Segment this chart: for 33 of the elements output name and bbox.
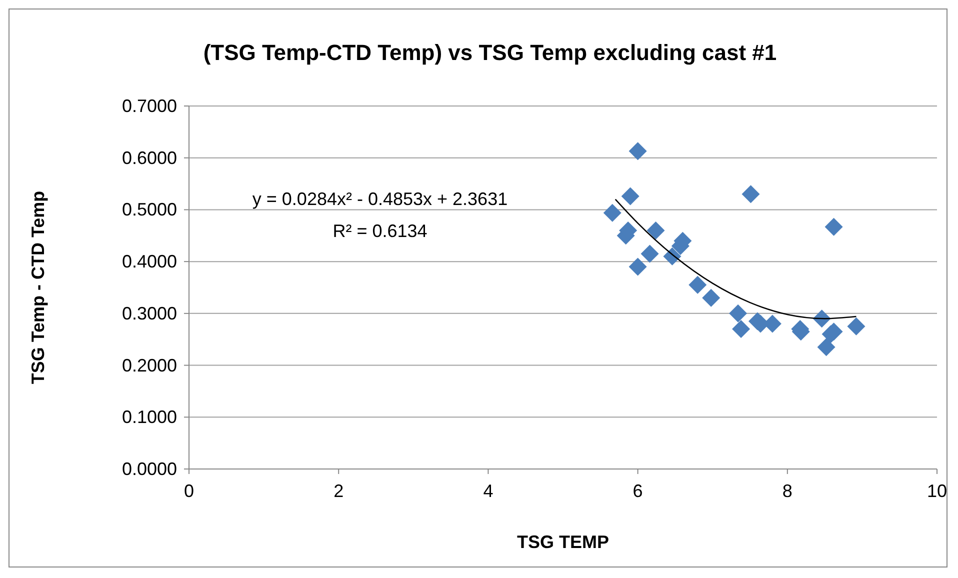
x-tick-label: 2 xyxy=(334,481,344,501)
x-tick-label: 6 xyxy=(632,481,643,501)
point xyxy=(621,187,640,206)
point xyxy=(702,288,720,307)
point xyxy=(824,218,843,236)
chart-title: (TSG Temp-CTD Temp) vs TSG Temp excluding cast #1 xyxy=(203,40,777,65)
point xyxy=(847,317,866,336)
point xyxy=(688,276,707,294)
x-tick-label: 8 xyxy=(782,481,792,501)
point xyxy=(640,244,659,263)
y-tick-label: 0.6000 xyxy=(122,148,177,168)
y-tick-label: 0.7000 xyxy=(122,96,177,116)
y-tick-label: 0.0000 xyxy=(122,459,177,479)
point xyxy=(646,221,665,240)
point xyxy=(628,142,647,160)
point xyxy=(729,304,748,322)
annotation: y = 0.0284x² - 0.4853x + 2.3631 xyxy=(252,189,508,209)
x-tick-label: 0 xyxy=(184,481,194,501)
y-tick-label: 0.1000 xyxy=(122,407,177,428)
x-tick-label: 10 xyxy=(926,481,948,501)
y-tick-label: 0.4000 xyxy=(122,252,177,272)
y-tick-label: 0.3000 xyxy=(122,303,177,324)
point xyxy=(603,204,622,222)
point xyxy=(628,258,647,276)
x-tick-label: 4 xyxy=(483,481,494,501)
x-axis-title: TSG TEMP xyxy=(516,532,610,552)
annotation: R² = 0.6134 xyxy=(332,221,428,241)
y-axis-title: TSG Temp - CTD Temp xyxy=(28,190,48,384)
point xyxy=(742,185,760,204)
y-tick-label: 0.2000 xyxy=(122,355,177,376)
y-tick-label: 0.5000 xyxy=(122,200,177,220)
point xyxy=(732,320,750,338)
point xyxy=(817,338,836,356)
